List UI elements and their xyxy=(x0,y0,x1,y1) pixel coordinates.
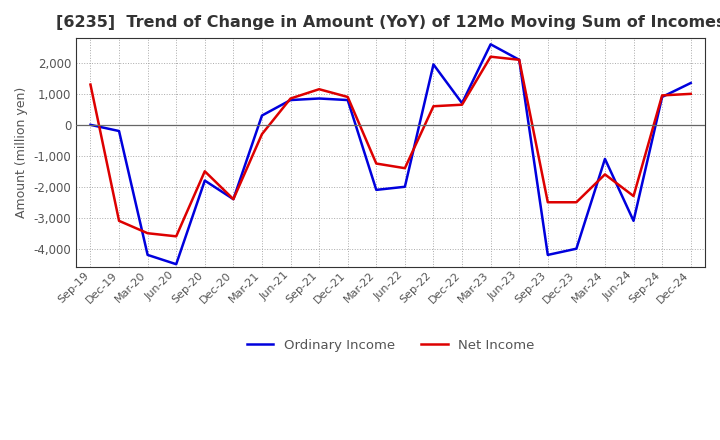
Ordinary Income xyxy=(658,94,667,99)
Ordinary Income xyxy=(86,122,95,128)
Net Income xyxy=(86,82,95,87)
Net Income xyxy=(600,172,609,177)
Ordinary Income xyxy=(315,96,323,101)
Ordinary Income xyxy=(486,42,495,47)
Net Income xyxy=(658,93,667,98)
Net Income xyxy=(686,91,695,96)
Net Income xyxy=(200,169,209,174)
Ordinary Income xyxy=(515,57,523,62)
Net Income xyxy=(343,94,352,99)
Net Income xyxy=(229,197,238,202)
Ordinary Income xyxy=(172,261,181,267)
Ordinary Income xyxy=(544,252,552,257)
Ordinary Income xyxy=(200,178,209,183)
Net Income xyxy=(258,132,266,137)
Ordinary Income xyxy=(629,218,638,224)
Net Income xyxy=(400,165,409,171)
Line: Net Income: Net Income xyxy=(91,57,690,236)
Y-axis label: Amount (million yen): Amount (million yen) xyxy=(15,87,28,218)
Net Income xyxy=(458,102,467,107)
Net Income xyxy=(544,200,552,205)
Ordinary Income xyxy=(143,252,152,257)
Ordinary Income xyxy=(458,100,467,106)
Net Income xyxy=(429,103,438,109)
Ordinary Income xyxy=(114,128,123,134)
Ordinary Income xyxy=(572,246,581,251)
Ordinary Income xyxy=(400,184,409,189)
Net Income xyxy=(172,234,181,239)
Ordinary Income xyxy=(258,113,266,118)
Net Income xyxy=(486,54,495,59)
Ordinary Income xyxy=(686,81,695,86)
Net Income xyxy=(287,96,295,101)
Ordinary Income xyxy=(343,97,352,103)
Net Income xyxy=(372,161,381,166)
Net Income xyxy=(515,57,523,62)
Legend: Ordinary Income, Net Income: Ordinary Income, Net Income xyxy=(241,334,540,357)
Net Income xyxy=(572,200,581,205)
Ordinary Income xyxy=(429,62,438,67)
Ordinary Income xyxy=(287,97,295,103)
Line: Ordinary Income: Ordinary Income xyxy=(91,44,690,264)
Net Income xyxy=(629,194,638,199)
Title: [6235]  Trend of Change in Amount (YoY) of 12Mo Moving Sum of Incomes: [6235] Trend of Change in Amount (YoY) o… xyxy=(56,15,720,30)
Net Income xyxy=(315,87,323,92)
Ordinary Income xyxy=(600,156,609,161)
Ordinary Income xyxy=(229,197,238,202)
Net Income xyxy=(114,218,123,224)
Net Income xyxy=(143,231,152,236)
Ordinary Income xyxy=(372,187,381,193)
